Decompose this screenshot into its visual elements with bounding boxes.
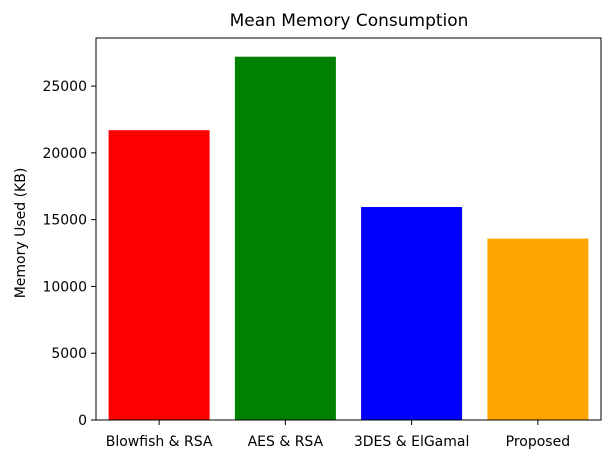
bars-group	[108, 56, 589, 420]
bar-blowfish-rsa	[108, 130, 210, 420]
bar-proposed	[487, 238, 589, 420]
x-tick-label: AES & RSA	[248, 434, 324, 450]
y-tick-label: 0	[78, 413, 87, 429]
x-axis-ticks: Blowfish & RSA AES & RSA 3DES & ElGamal Pro…	[106, 420, 570, 450]
x-tick-label: 3DES & ElGamal	[354, 434, 470, 450]
bar-aes-rsa	[234, 56, 336, 420]
x-tick-label: Proposed	[506, 434, 570, 450]
bar-3des-elgamal	[361, 207, 463, 420]
y-tick-label: 25000	[42, 79, 87, 95]
y-axis-label: Memory Used (KB)	[13, 168, 29, 299]
plot-frame	[95, 37, 602, 421]
y-tick-label: 15000	[42, 213, 87, 229]
y-tick-label: 10000	[42, 279, 87, 295]
chart-title: Mean Memory Consumption	[230, 11, 469, 31]
y-axis-ticks: 0 5000 10000 15000 20000 25000	[42, 79, 96, 429]
y-tick-label: 20000	[42, 146, 87, 162]
y-tick-label: 5000	[51, 346, 87, 362]
x-tick-label: Blowfish & RSA	[106, 434, 213, 450]
